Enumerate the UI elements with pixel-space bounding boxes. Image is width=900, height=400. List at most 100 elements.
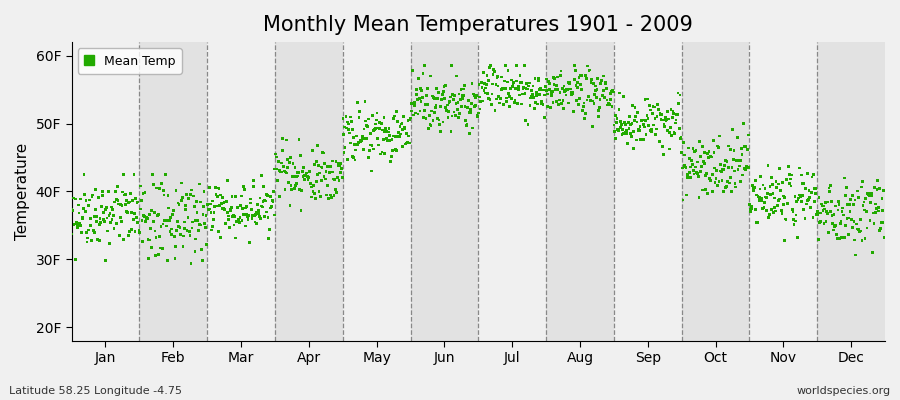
Point — [369, 117, 383, 123]
Point — [663, 124, 678, 131]
Point — [482, 95, 496, 101]
Point — [318, 176, 332, 182]
Point — [810, 211, 824, 218]
Point — [771, 181, 786, 187]
Point — [690, 170, 705, 176]
Point — [468, 95, 482, 101]
Point — [122, 228, 137, 234]
Point — [111, 197, 125, 204]
Point — [121, 209, 135, 215]
Point — [634, 118, 648, 124]
Point — [439, 108, 454, 114]
Point — [465, 125, 480, 131]
Point — [596, 73, 610, 79]
Point — [445, 113, 459, 119]
Point — [618, 129, 633, 136]
Point — [670, 112, 684, 118]
Point — [265, 203, 279, 209]
Point — [294, 187, 309, 194]
Point — [83, 216, 97, 222]
Point — [246, 177, 260, 184]
Point — [182, 228, 196, 235]
Point — [248, 213, 262, 219]
Point — [142, 212, 157, 218]
Point — [461, 104, 475, 110]
Point — [847, 237, 861, 243]
Point — [622, 113, 636, 120]
Point — [442, 100, 456, 106]
Point — [364, 142, 379, 149]
Point — [738, 166, 752, 172]
Point — [809, 211, 824, 218]
Point — [760, 190, 775, 196]
Point — [626, 128, 641, 134]
Point — [517, 63, 531, 69]
Point — [434, 128, 448, 135]
Point — [415, 94, 429, 101]
Point — [520, 86, 535, 92]
Point — [742, 201, 757, 208]
Point — [519, 86, 534, 92]
Point — [499, 85, 513, 92]
Point — [454, 86, 468, 93]
Point — [796, 180, 810, 187]
Point — [747, 184, 761, 191]
Point — [825, 220, 840, 227]
Point — [201, 201, 215, 208]
Point — [472, 94, 487, 100]
Point — [416, 114, 430, 120]
Point — [814, 202, 829, 209]
Point — [485, 81, 500, 87]
Point — [419, 92, 434, 99]
Point — [391, 118, 405, 125]
Point — [586, 80, 600, 86]
Point — [799, 201, 814, 207]
Point — [402, 140, 417, 146]
Point — [455, 92, 470, 99]
Point — [794, 172, 808, 178]
Point — [831, 207, 845, 213]
Point — [428, 96, 442, 102]
Point — [644, 107, 658, 113]
Point — [618, 121, 633, 128]
Point — [481, 77, 495, 84]
Point — [71, 202, 86, 208]
Point — [870, 186, 885, 192]
Point — [235, 217, 249, 223]
Point — [559, 86, 573, 92]
Point — [521, 83, 535, 89]
Point — [580, 76, 594, 82]
Point — [167, 233, 182, 240]
Point — [457, 92, 472, 99]
Point — [76, 171, 91, 178]
Point — [194, 199, 208, 205]
Point — [541, 91, 555, 97]
Point — [511, 83, 526, 90]
Point — [769, 178, 783, 184]
Point — [852, 229, 867, 235]
Point — [648, 115, 662, 122]
Point — [472, 82, 486, 88]
Point — [657, 121, 671, 128]
Point — [306, 182, 320, 189]
Point — [664, 106, 679, 112]
Point — [603, 96, 617, 103]
Point — [125, 197, 140, 203]
Point — [232, 220, 247, 226]
Point — [441, 114, 455, 120]
Point — [362, 154, 376, 161]
Point — [564, 90, 579, 96]
Point — [816, 203, 831, 209]
Point — [867, 184, 881, 190]
Point — [86, 192, 100, 198]
Point — [598, 80, 613, 87]
Point — [739, 144, 753, 150]
Point — [410, 92, 424, 98]
Point — [174, 231, 188, 238]
Point — [136, 190, 150, 197]
Point — [160, 257, 175, 264]
Point — [588, 92, 602, 98]
Point — [184, 187, 199, 193]
Point — [352, 108, 366, 115]
Point — [243, 196, 257, 202]
